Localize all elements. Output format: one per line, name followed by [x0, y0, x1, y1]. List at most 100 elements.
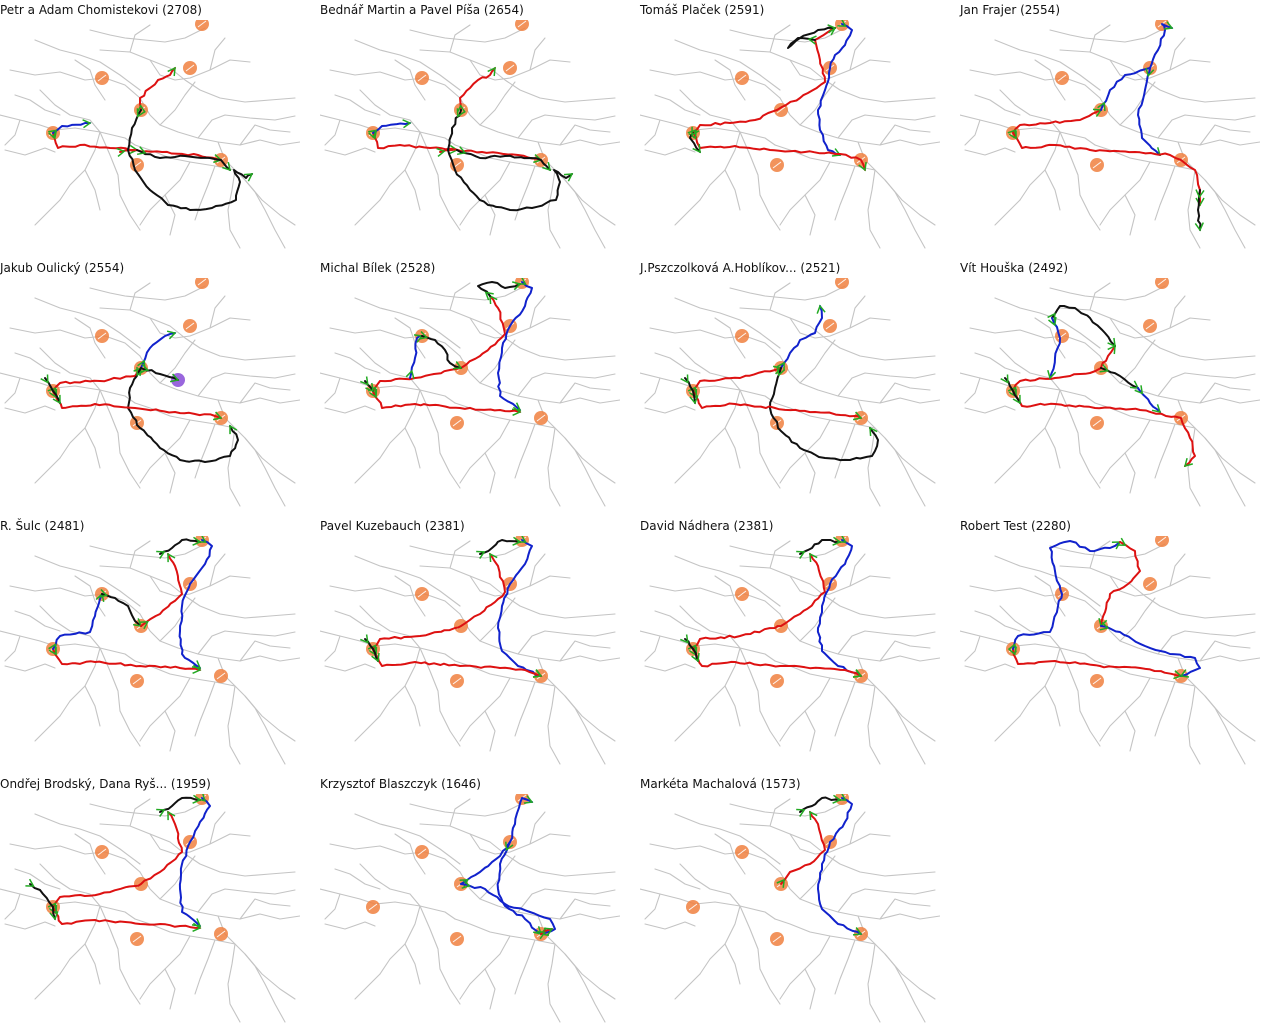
direction-arrow — [523, 795, 534, 804]
river-line — [769, 540, 791, 569]
river-line — [884, 953, 936, 1000]
river-network — [960, 24, 1260, 249]
panel-title: Markéta Machalová (1573) — [640, 777, 801, 791]
black-route-leg — [689, 132, 701, 153]
river-line — [39, 89, 101, 133]
river-line — [1059, 131, 1081, 196]
river-line — [394, 575, 426, 617]
river-line — [454, 918, 606, 1023]
river-line — [1099, 613, 1260, 662]
direction-arrow — [197, 536, 207, 543]
river-network — [960, 540, 1260, 765]
river-line — [194, 165, 216, 221]
blue-route-leg — [497, 539, 542, 677]
river-line — [1059, 389, 1081, 454]
river-line — [969, 327, 1101, 357]
river-network — [640, 540, 940, 765]
river-line — [769, 282, 791, 311]
river-line — [1059, 647, 1081, 712]
river-line — [329, 843, 461, 873]
direction-arrow — [212, 411, 223, 421]
river-line — [694, 127, 776, 146]
river-line — [517, 888, 616, 913]
direction-arrow — [82, 119, 92, 129]
red-route-leg — [1100, 541, 1141, 627]
river-line — [789, 59, 891, 81]
red-route-leg — [692, 390, 862, 419]
direction-arrow — [1012, 394, 1021, 405]
river-line — [374, 127, 456, 146]
panel-title: Ondřej Brodský, Dana Ryš... (1959) — [0, 777, 211, 791]
river-line — [724, 427, 741, 469]
checkpoint-mark — [417, 74, 427, 82]
direction-arrow — [456, 104, 466, 114]
river-line — [379, 389, 421, 459]
river-line — [769, 24, 791, 53]
checkpoint-mark — [452, 677, 462, 685]
river-line — [34, 457, 61, 484]
river-line — [1109, 59, 1211, 81]
river-line — [139, 613, 300, 662]
river-line — [9, 327, 141, 357]
river-line — [799, 597, 836, 642]
river-line — [849, 37, 866, 71]
route-panel: R. Šulc (2481) — [0, 516, 300, 766]
direction-arrow — [1194, 222, 1204, 232]
river-line — [694, 643, 776, 662]
river-line — [779, 613, 940, 662]
river-line — [879, 124, 931, 146]
river-line — [209, 811, 226, 845]
direction-arrow — [136, 146, 147, 156]
checkpoint-mark — [417, 590, 427, 598]
direction-arrow — [166, 330, 177, 340]
direction-arrow — [192, 922, 202, 932]
river-line — [739, 905, 761, 970]
direction-arrow — [1145, 67, 1155, 78]
route-map — [960, 20, 1260, 249]
river-line — [1034, 59, 1066, 101]
direction-arrow — [1047, 312, 1056, 322]
river-line — [960, 114, 1016, 131]
river-line — [714, 575, 746, 617]
river-line — [9, 843, 141, 873]
direction-arrow — [49, 911, 59, 921]
river-line — [4, 663, 56, 672]
direction-arrow — [368, 129, 378, 139]
red-route-leg — [372, 132, 458, 151]
river-line — [969, 585, 1101, 615]
river-line — [34, 973, 61, 1000]
river-line — [964, 405, 1016, 414]
river-line — [849, 553, 866, 587]
river-line — [134, 402, 286, 507]
red-route-leg — [459, 67, 496, 111]
black-route-leg — [159, 796, 201, 813]
river-line — [547, 943, 561, 1023]
checkpoint-mark — [772, 935, 782, 943]
river-line — [99, 647, 121, 712]
river-line — [194, 681, 216, 737]
river-line — [334, 352, 381, 374]
river-line — [419, 389, 441, 454]
direction-arrow — [852, 411, 863, 421]
river-line — [1014, 127, 1096, 146]
panel-title: Pavel Kuzebauch (2381) — [320, 519, 465, 533]
route-legs — [1008, 537, 1201, 680]
river-line — [244, 179, 296, 226]
direction-arrow — [487, 66, 496, 77]
river-line — [439, 452, 461, 489]
river-line — [837, 630, 936, 655]
route-legs — [687, 20, 867, 172]
river-line — [14, 94, 61, 116]
river-line — [419, 131, 441, 196]
panel-title: Krzysztof Blaszczyk (1646) — [320, 777, 481, 791]
river-line — [1204, 437, 1256, 484]
blue-route-leg — [1100, 23, 1173, 111]
river-line — [409, 285, 526, 301]
river-line — [84, 685, 101, 727]
blue-route-leg — [780, 305, 823, 369]
river-line — [714, 317, 746, 359]
direction-arrow — [461, 879, 471, 889]
river-line — [324, 147, 376, 156]
river-line — [729, 801, 846, 817]
route-legs — [368, 66, 574, 212]
